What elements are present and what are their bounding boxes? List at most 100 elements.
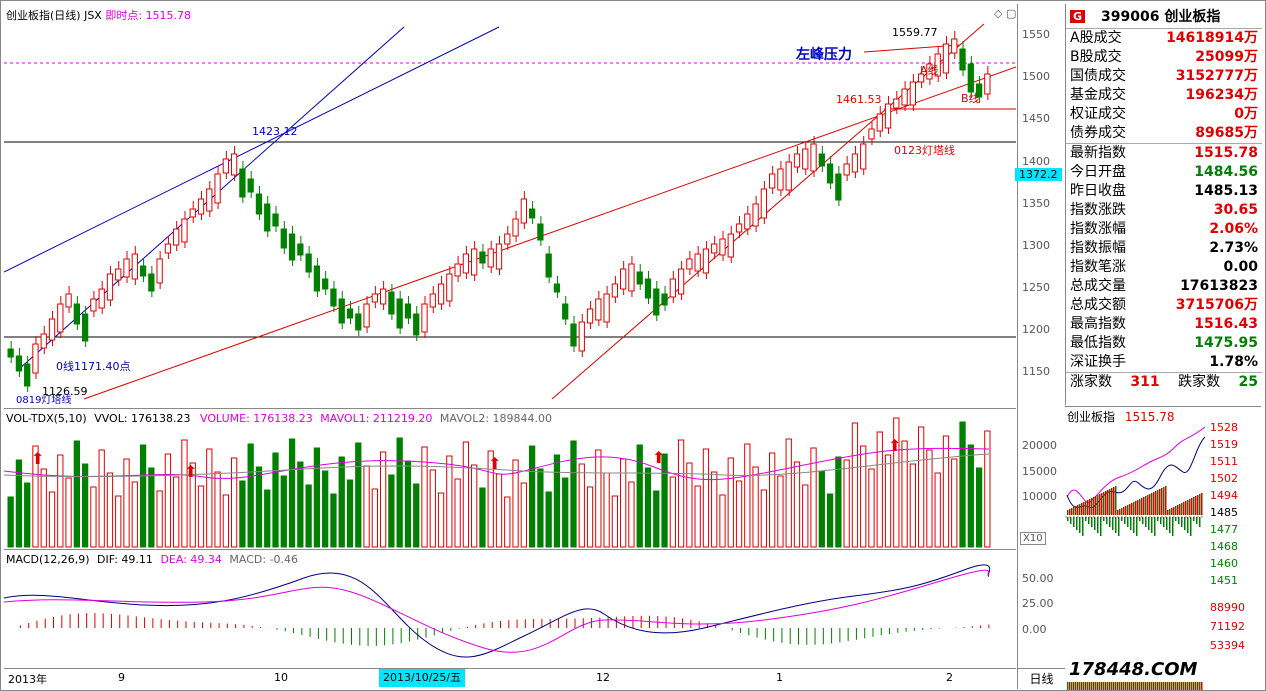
candle-body: [967, 63, 974, 93]
b-line-label: B线: [961, 92, 980, 105]
candle-body: [255, 193, 263, 215]
mini-volume-bar: [1161, 488, 1163, 515]
stat-row: B股成交 25099万: [1066, 48, 1262, 67]
stat-row: 权证成交 0万: [1066, 105, 1262, 124]
mini-volume-bar: [1167, 682, 1169, 690]
intraday-mini-chart[interactable]: 创业板指 1515.78 1528 1519 1511 1502 1494 1485 147…: [1065, 406, 1261, 690]
price-tick: 1450: [1022, 112, 1050, 125]
stat-row: 基金成交 196234万: [1066, 86, 1262, 105]
mini-volume-bar: [1070, 517, 1072, 524]
level-1423-label: 1423.12: [252, 125, 298, 138]
candle-body: [40, 333, 47, 349]
mini-volume-bar: [1077, 682, 1079, 690]
mini-volume-bar: [1073, 682, 1075, 690]
mini-volume-bar: [1067, 517, 1069, 521]
date-label: 9: [118, 671, 125, 684]
candle-body: [860, 143, 867, 170]
volume-bar: [24, 482, 31, 548]
volume-bar: [769, 452, 776, 548]
candle-body: [727, 233, 734, 258]
kline-chart[interactable]: 创业板指(日线) JSX 即时点: 1515.78 ◇ ▢ 1559.77 左峰…: [3, 4, 1017, 409]
volume-bar: [760, 489, 768, 548]
volume-bar: [462, 441, 470, 548]
volume-bar: [123, 458, 130, 548]
volume-bar: [90, 486, 97, 548]
mini-volume-bar: [1201, 682, 1203, 690]
volume-chart[interactable]: ⬆ ⬆ ⬆ ⬆ ⬆ VOL-TDX(5,10) VVOL: 176138.23 …: [3, 409, 1016, 550]
mini-volume-bar: [1117, 510, 1119, 515]
chart-options-icon[interactable]: ◇ ▢: [994, 7, 1017, 20]
stat-row: 深证换手 1.78%: [1066, 353, 1262, 372]
mini-volume-bar: [1082, 517, 1084, 536]
mini-volume-bar: [1091, 498, 1093, 515]
volume-bars: [7, 417, 991, 548]
mini-volume-bars: [1067, 486, 1203, 690]
mini-volume-bar: [1178, 517, 1180, 524]
volume-bar: [115, 495, 122, 548]
stat-label: 国债成交: [1070, 68, 1126, 84]
mini-price-tick: 1528: [1210, 421, 1238, 434]
mini-volume-bar: [1089, 499, 1091, 515]
date-label: 2013年: [8, 673, 47, 686]
mini-volume-bar: [1179, 504, 1181, 515]
mini-volume-bar: [1133, 517, 1135, 533]
candle-body: [884, 103, 892, 129]
mini-volume-bar: [1089, 682, 1091, 690]
candle-body: [528, 208, 536, 219]
macd-chart[interactable]: MACD(12,26,9) DIF: 49.11 DEA: 49.34 MACD…: [3, 550, 1016, 668]
line-0-label: 0线1171.40点: [56, 360, 131, 373]
stat-value: 0万: [1234, 106, 1258, 122]
mini-volume-bar: [1175, 506, 1177, 515]
candle-body: [454, 263, 461, 277]
mini-volume-bar: [1075, 682, 1077, 690]
volume-svg: ⬆ ⬆ ⬆ ⬆ ⬆: [3, 417, 991, 548]
candle-body: [959, 48, 966, 71]
price-tick: 1500: [1022, 70, 1050, 83]
candle-body: [669, 278, 676, 298]
mini-volume-bar: [1172, 517, 1174, 536]
volume-bar: [164, 453, 172, 548]
stat-label: B股成交: [1070, 49, 1122, 65]
mini-volume-bar: [1095, 682, 1097, 690]
candle-body: [918, 73, 925, 83]
mini-volume-bar: [1099, 682, 1101, 690]
candle-body: [653, 288, 660, 316]
mini-volume-bar: [1100, 517, 1102, 536]
kline-svg: [3, 23, 1017, 400]
stat-row: 今日开盘 1484.56: [1066, 163, 1262, 182]
volume-bar: [32, 445, 39, 548]
mini-volume-bar: [1165, 486, 1167, 515]
mini-volume-bar: [1153, 682, 1155, 690]
mini-volume-bar: [1184, 517, 1186, 530]
mini-avg-line: [1066, 426, 1206, 503]
volume-bar: [595, 449, 602, 548]
candle-body: [421, 303, 428, 333]
breadth-row: 涨家数 311 跌家数 25: [1070, 374, 1258, 390]
mini-volume-bar: [1085, 501, 1087, 515]
volume-bar: [106, 472, 114, 548]
candle-body: [189, 208, 196, 218]
period-button[interactable]: 日线: [1017, 668, 1065, 689]
candle-body: [81, 313, 89, 342]
stat-label: 总成交额: [1070, 297, 1126, 313]
mini-volume-bar: [1069, 509, 1071, 515]
stat-value: 1515.78: [1194, 145, 1258, 161]
candle-body: [951, 38, 958, 54]
volume-bar: [901, 440, 908, 548]
candle-body: [545, 253, 552, 278]
mini-volume-bar: [1187, 500, 1189, 515]
mini-volume-bar: [1133, 502, 1135, 515]
candle-body: [735, 223, 743, 233]
mini-volume-bar: [1124, 517, 1126, 524]
volume-bar: [918, 426, 925, 548]
stat-value: 2.06%: [1209, 221, 1258, 237]
volume-bar: [479, 487, 486, 548]
mini-volume-bar: [1119, 682, 1121, 690]
mini-volume-bar: [1115, 486, 1117, 515]
volume-bar: [777, 475, 784, 548]
mini-volume-bar: [1181, 503, 1183, 515]
mini-volume-bar: [1099, 494, 1101, 515]
index-code-name: 399006 创业板指: [1101, 9, 1221, 25]
stat-value: 1475.95: [1194, 335, 1258, 351]
volume-bar: [65, 477, 72, 548]
